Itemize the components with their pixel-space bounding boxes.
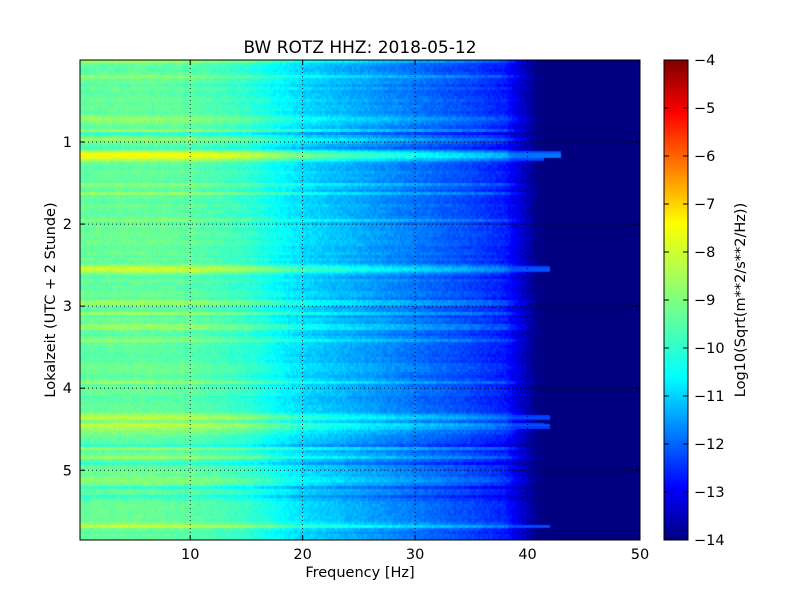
- colorbar-tick-label: −6: [694, 149, 715, 165]
- y-tick-label: 2: [63, 217, 72, 233]
- y-tick-label: 4: [63, 381, 72, 397]
- colorbar-label: Log10(Sqrt(m**2/s**2/Hz)): [733, 203, 749, 397]
- x-tick-label: 10: [181, 547, 199, 563]
- colorbar-tick-label: −8: [694, 245, 715, 261]
- colorbar-tick-label: −11: [694, 389, 725, 405]
- x-tick-label: 50: [631, 547, 649, 563]
- x-axis-label: Frequency [Hz]: [305, 565, 414, 581]
- x-tick-label: 30: [406, 547, 424, 563]
- chart-title: BW ROTZ HHZ: 2018-05-12: [243, 38, 476, 58]
- colorbar-tick-label: −5: [694, 101, 715, 117]
- colorbar-ticks: −14 −13 −12 −11 −10 −9 −8 −7 −6 −5 −4: [664, 53, 725, 549]
- colorbar-tick-label: −14: [694, 533, 725, 549]
- colorbar-tick-label: −12: [694, 437, 725, 453]
- colorbar-tick-label: −10: [694, 341, 725, 357]
- plot-frame: [79, 59, 641, 541]
- grid-lines: [80, 60, 640, 540]
- colorbar-tick-label: −13: [694, 485, 725, 501]
- y-tick-label: 5: [63, 463, 72, 479]
- spectrogram-heatmap: [80, 60, 640, 540]
- colorbar-tick-label: −7: [694, 197, 715, 213]
- y-axis: 1 2 3 4 5: [63, 135, 640, 479]
- colorbar-tick-label: −4: [694, 53, 715, 69]
- colorbar-tick-label: −9: [694, 293, 715, 309]
- y-axis-label: Lokalzeit (UTC + 2 Stunde): [43, 202, 59, 397]
- x-tick-label: 40: [518, 547, 536, 563]
- x-tick-label: 20: [293, 547, 311, 563]
- x-axis: 10 20 30 40 50: [181, 60, 649, 563]
- y-tick-label: 3: [63, 299, 72, 315]
- y-tick-label: 1: [63, 135, 72, 151]
